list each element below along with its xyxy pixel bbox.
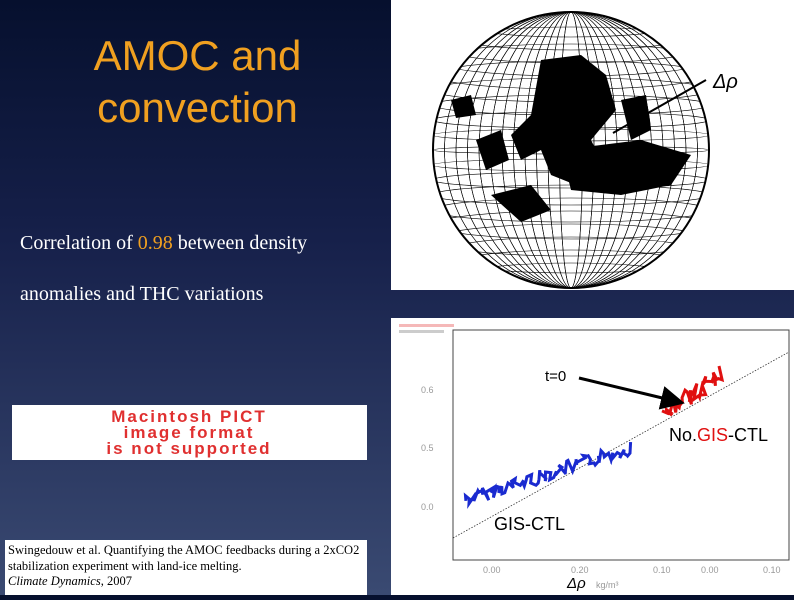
globe-latitude-line <box>433 12 709 38</box>
y-tick: 0.6 <box>421 385 434 395</box>
globe-latitude-line <box>433 210 709 240</box>
plot-frame <box>452 329 790 561</box>
globe-latitude-line <box>433 223 709 257</box>
t0-arrow <box>578 376 685 410</box>
x-axis-label: Δρ <box>566 575 586 592</box>
title-line-2: convection <box>97 84 298 131</box>
t0-annotation: t=0 <box>545 368 566 385</box>
scatter-plot: 0.6 0.5 0.0 0.00 0.20 0.10 0.00 0.10 t=0… <box>399 324 790 592</box>
correlation-text-part1: Correlation of <box>20 232 138 254</box>
pict-placeholder-image: Macintosh PICT image format is not suppo… <box>106 407 271 458</box>
landmass-canada <box>476 130 509 170</box>
delta-rho-pointer <box>612 79 707 134</box>
x-tick: 0.10 <box>763 565 781 575</box>
globe-latitude-line <box>433 262 709 288</box>
placeholder-line-2: image format <box>124 423 255 442</box>
label-nogis-ctl: No.GIS-CTL <box>669 425 768 445</box>
label-nogis-suffix: -CTL <box>728 425 768 445</box>
x-tick: 0.20 <box>571 565 589 575</box>
landmass-small <box>451 95 476 118</box>
correlation-text-part2: between density <box>172 232 308 254</box>
scatter-plot-panel: 0.6 0.5 0.0 0.00 0.20 0.10 0.00 0.10 t=0… <box>391 318 794 595</box>
globe-latitude-line <box>433 12 709 51</box>
globe-illustration: Δρ <box>432 11 738 289</box>
slide-title: AMOC and convection <box>0 30 395 134</box>
placeholder-line-1: Macintosh PICT <box>111 407 267 426</box>
landmass-arctic-region <box>561 140 691 195</box>
citation-journal: Climate Dynamics <box>8 574 101 588</box>
label-nogis-prefix: No. <box>669 425 697 445</box>
globe-figure: Δρ <box>391 0 794 290</box>
x-axis-unit-faded: kg/m³ <box>596 580 619 590</box>
landmass-patch <box>491 185 551 222</box>
pict-placeholder: Macintosh PICT image format is not suppo… <box>12 405 367 460</box>
x-tick: 0.10 <box>653 565 671 575</box>
regression-line <box>452 351 790 539</box>
series-nogis <box>661 365 725 417</box>
delta-rho-label: Δρ <box>712 71 738 93</box>
label-gis-ctl: GIS-CTL <box>494 514 565 534</box>
label-nogis-gis: GIS <box>697 425 728 445</box>
correlation-value: 0.98 <box>137 232 173 254</box>
x-tick: 0.00 <box>483 565 501 575</box>
y-tick: 0.5 <box>421 443 434 453</box>
series-gisctl <box>463 442 633 509</box>
citation-year: , 2007 <box>100 574 132 588</box>
citation-text: Swingedouw et al. Quantifying the AMOC f… <box>8 543 360 573</box>
globe-longitude-line <box>444 12 698 288</box>
globe-longitude-line <box>455 12 687 288</box>
plot-header-faded-2 <box>399 330 444 333</box>
correlation-text-line2: anomalies and THC variations <box>20 283 264 305</box>
plot-header-faded <box>399 324 454 327</box>
correlation-text: Correlation of 0.98 between density <box>20 232 307 255</box>
y-tick: 0.0 <box>421 502 434 512</box>
globe-grid <box>433 12 709 288</box>
citation-box: Swingedouw et al. Quantifying the AMOC f… <box>5 540 367 595</box>
globe-latitude-line <box>433 197 709 223</box>
globe-longitude-line <box>467 12 675 288</box>
plot-tick-labels: 0.6 0.5 0.0 0.00 0.20 0.10 0.00 0.10 <box>421 385 781 575</box>
placeholder-line-3: is not supported <box>106 439 271 458</box>
title-line-1: AMOC and <box>93 32 302 79</box>
globe-latitude-line <box>433 249 709 288</box>
x-tick: 0.00 <box>701 565 719 575</box>
landmass-scandinavia <box>621 95 651 140</box>
globe-latitude-line <box>433 236 709 274</box>
